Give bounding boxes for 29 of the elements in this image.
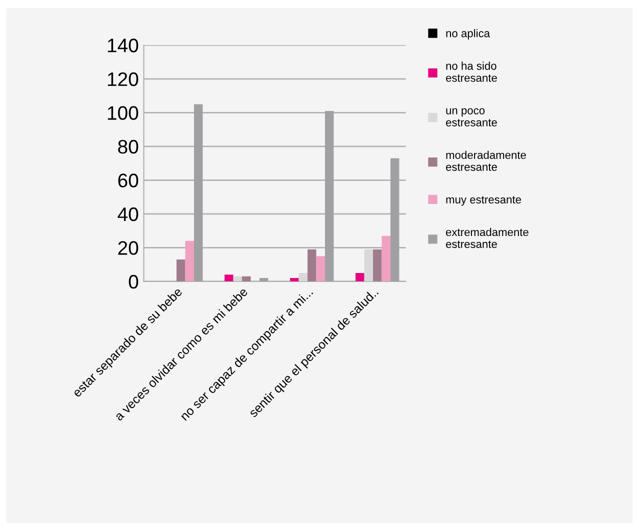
bar (316, 256, 325, 282)
y-tick-label: 100 (108, 106, 138, 120)
bar (308, 249, 316, 282)
bar (298, 272, 308, 282)
legend-label: un poco estresante (446, 108, 497, 126)
bar (373, 249, 382, 282)
y-tick-label: 0 (128, 274, 138, 289)
bar (364, 249, 374, 282)
y-tick-label: 80 (118, 140, 138, 154)
legend-label: no aplica (446, 29, 490, 40)
bar (224, 274, 234, 282)
bar (185, 240, 194, 282)
bar (290, 278, 299, 282)
y-tick-label: 60 (118, 174, 138, 188)
bar (390, 158, 400, 282)
bar (194, 104, 203, 282)
y-tick-label: 40 (118, 207, 138, 222)
bar (324, 110, 334, 282)
legend-label: moderadamente estresante (446, 150, 526, 171)
legend-label: extremadamente estresante (446, 228, 528, 248)
bar (242, 276, 251, 282)
y-tick-label: 20 (118, 241, 138, 255)
bar (356, 272, 364, 282)
bar (176, 259, 186, 282)
y-tick-label: 140 (108, 38, 138, 52)
legend-label: muy estresante (446, 196, 521, 206)
bar (382, 236, 390, 282)
legend-label: no ha sido estresante (446, 62, 497, 82)
y-tick-label: 120 (108, 72, 138, 86)
